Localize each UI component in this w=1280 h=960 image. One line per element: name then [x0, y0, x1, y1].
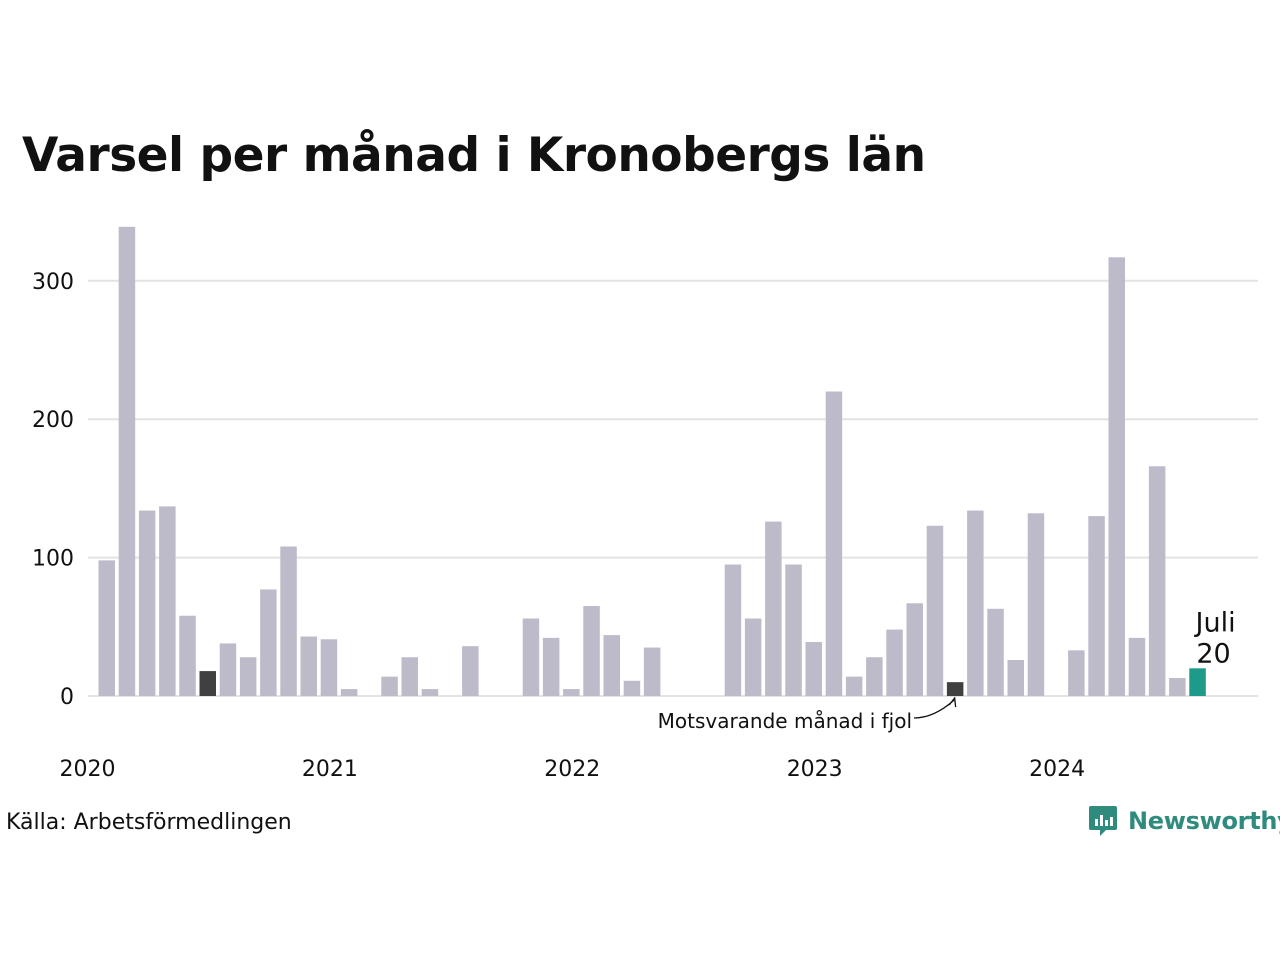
bar-2022-08 [724, 564, 742, 696]
bar-2023-07 [946, 682, 964, 696]
x-tick-label: 2022 [544, 757, 600, 782]
bar-2020-10 [280, 546, 297, 696]
newsworthy-logo-icon [1089, 806, 1117, 836]
bar-2023-06 [926, 525, 944, 696]
x-tick-label: 2023 [787, 757, 843, 782]
bar-2021-04 [401, 657, 418, 696]
bar-2022-03 [623, 680, 641, 696]
bar-2023-09 [987, 608, 1004, 696]
bar-2024-04 [1128, 637, 1146, 696]
bar-2024-07 [1189, 668, 1206, 696]
bar-2020-03 [138, 510, 156, 696]
highlight-month-label: Juli [1194, 607, 1236, 638]
bar-2021-05 [421, 689, 439, 696]
bar-2020-08 [239, 657, 257, 696]
brand: Newsworthy [1088, 804, 1280, 838]
bar-2020-02 [118, 226, 136, 696]
bar-2022-12 [805, 642, 822, 696]
bars [98, 226, 1206, 696]
previous-year-annotation: Motsvarande månad i fjol [658, 709, 912, 733]
bar-2023-04 [886, 629, 903, 696]
source-note: Källa: Arbetsförmedlingen [6, 810, 292, 835]
brand-name: Newsworthy [1128, 807, 1280, 835]
annotation-arrow [913, 699, 955, 719]
bar-2024-01 [1068, 650, 1085, 696]
highlight-value-label: 20 [1196, 638, 1230, 669]
bar-2020-11 [300, 636, 317, 696]
bar-2023-05 [906, 603, 923, 696]
bar-2020-05 [179, 615, 196, 696]
bar-2021-07 [462, 646, 479, 696]
bar-2023-08 [967, 510, 984, 696]
bar-2023-11 [1027, 513, 1045, 696]
x-axis: 2020 2021 2022 2023 2024 [60, 757, 1086, 782]
bar-2020-01 [98, 560, 115, 696]
chart-title: Varsel per månad i Kronobergs län [22, 128, 926, 183]
bar-2023-01 [825, 391, 843, 696]
bar-2023-02 [845, 676, 863, 696]
bar-2020-06 [199, 671, 216, 696]
bar-2021-10 [522, 618, 540, 696]
bar-2024-06 [1169, 678, 1186, 696]
bar-2021-01 [340, 689, 358, 696]
y-tick-label: 100 [32, 547, 74, 572]
y-tick-label: 300 [32, 270, 74, 295]
bar-2021-03 [381, 676, 398, 696]
bar-2022-01 [583, 606, 600, 696]
bar-2022-09 [744, 618, 762, 696]
bar-2023-10 [1007, 660, 1024, 696]
bar-2022-11 [785, 564, 802, 696]
bar-2024-02 [1088, 516, 1105, 696]
bar-2024-03 [1108, 257, 1125, 696]
y-tick-label: 0 [60, 685, 74, 710]
y-axis: 0 100 200 300 [32, 270, 74, 710]
y-tick-label: 200 [32, 408, 74, 433]
x-tick-label: 2021 [302, 757, 358, 782]
x-tick-label: 2020 [60, 757, 116, 782]
bar-2021-11 [542, 637, 560, 696]
bar-2021-12 [563, 689, 580, 696]
bar-2022-02 [603, 635, 620, 696]
bar-2020-07 [219, 643, 237, 696]
x-tick-label: 2024 [1029, 757, 1085, 782]
bar-2023-03 [866, 657, 883, 696]
bar-2022-10 [765, 521, 782, 696]
bar-2020-09 [260, 589, 277, 696]
bar-2020-04 [159, 506, 176, 696]
annotation-arrow-head [948, 696, 957, 708]
bar-2022-04 [643, 647, 661, 696]
bar-2024-05 [1148, 466, 1166, 696]
bar-2020-12 [320, 639, 338, 696]
